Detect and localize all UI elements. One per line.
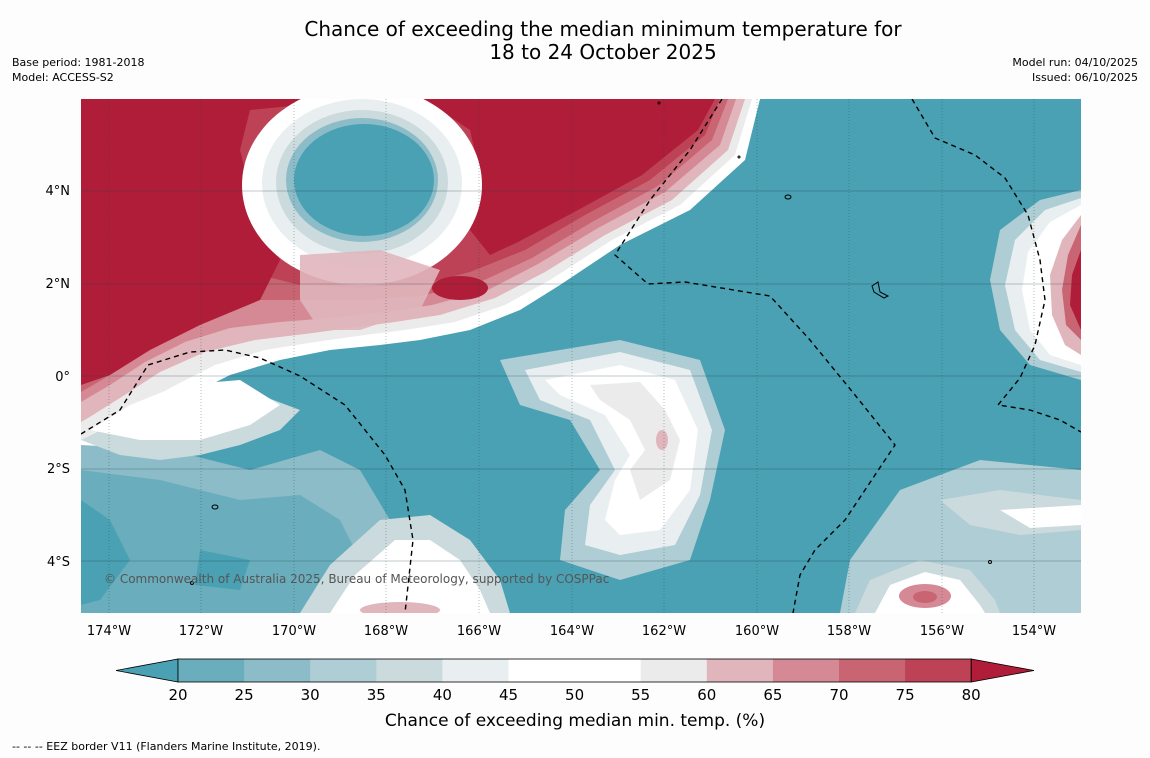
lon-label: 172°W <box>179 624 223 639</box>
eez-footnote: -- -- -- EEZ border V11 (Flanders Marine… <box>12 740 321 753</box>
islands <box>190 101 992 585</box>
lat-label: 2°N <box>46 277 71 292</box>
colorbar-tick-label: 80 <box>962 686 981 704</box>
colorbar-tick-label: 55 <box>631 686 650 704</box>
lon-label: 154°W <box>1012 624 1056 639</box>
model-run: Model run: 04/10/2025 <box>1012 56 1138 69</box>
lon-label: 174°W <box>87 624 131 639</box>
longitude-labels: 174°W 172°W 170°W 168°W 166°W 164°W 162°… <box>87 624 1056 639</box>
issued-date: Issued: 06/10/2025 <box>1031 71 1138 84</box>
colorbar-segment <box>706 659 774 682</box>
lon-label: 168°W <box>364 624 408 639</box>
title-line-2: 18 to 24 October 2025 <box>489 40 717 64</box>
colorbar-segment <box>905 659 972 682</box>
lon-label: 156°W <box>920 624 964 639</box>
lon-label: 166°W <box>457 624 501 639</box>
title-line-1: Chance of exceeding the median minimum t… <box>304 17 902 41</box>
colorbar-tick-label: 40 <box>433 686 452 704</box>
meta-right: Model run: 04/10/2025 Issued: 06/10/2025 <box>1012 55 1138 85</box>
colorbar-tick-label: 50 <box>565 686 584 704</box>
colorbar-segment <box>310 659 377 682</box>
lat-label: 4°S <box>47 555 70 570</box>
colorbar <box>115 658 1035 683</box>
eez-borders <box>81 99 1081 613</box>
colorbar-tick-label: 60 <box>697 686 716 704</box>
colorbar-segment <box>508 659 576 682</box>
colorbar-segment <box>178 659 245 682</box>
colorbar-segment <box>244 659 311 682</box>
copyright-text: © Commonwealth of Australia 2025, Bureau… <box>104 572 609 586</box>
colorbar-segment <box>640 659 708 682</box>
colorbar-tick-label: 30 <box>301 686 320 704</box>
neutral-south-plume <box>300 515 510 613</box>
cool-pocket-north <box>242 99 482 285</box>
lat-label: 2°S <box>47 462 70 477</box>
model-name: Model: ACCESS-S2 <box>12 71 114 84</box>
colorbar-tick-label: 35 <box>367 686 386 704</box>
colorbar-tick-label: 25 <box>235 686 254 704</box>
colorbar-ticks: 20 25 30 35 40 45 50 55 60 65 70 75 80 <box>168 686 980 704</box>
base-period: Base period: 1981-2018 <box>12 56 145 69</box>
colorbar-tick-label: 70 <box>829 686 848 704</box>
warm-anomaly-east <box>990 190 1081 380</box>
colorbar-tick-label: 65 <box>763 686 782 704</box>
colorbar-label: Chance of exceeding median min. temp. (%… <box>385 711 765 731</box>
meta-left: Base period: 1981-2018 Model: ACCESS-S2 <box>12 55 144 85</box>
lon-label: 158°W <box>827 624 871 639</box>
gridlines <box>81 99 1081 613</box>
neutral-southeast-region <box>840 460 1081 613</box>
colorbar-frame <box>177 658 972 683</box>
colorbar-segment <box>839 659 906 682</box>
lon-label: 164°W <box>550 624 594 639</box>
lat-label: 0° <box>55 370 70 385</box>
southwest-bands <box>81 380 400 613</box>
lon-label: 170°W <box>272 624 316 639</box>
colorbar-segment <box>376 659 443 682</box>
colorbar-extension-high <box>970 658 1035 683</box>
colorbar-extension-low <box>115 658 179 683</box>
map-title: Chance of exceeding the median minimum t… <box>0 18 1150 64</box>
colorbar-tick-label: 45 <box>499 686 518 704</box>
colorbar-segment <box>574 659 642 682</box>
lon-label: 162°W <box>642 624 686 639</box>
latitude-labels: 4°N 2°N 0° 2°S 4°S <box>46 184 71 570</box>
colorbar-tick-label: 75 <box>896 686 915 704</box>
map-area: © Commonwealth of Australia 2025, Bureau… <box>81 99 1081 613</box>
colorbar-segment <box>442 659 509 682</box>
lat-label: 4°N <box>46 184 71 199</box>
colorbar-segment <box>772 659 840 682</box>
colorbar-tick-label: 20 <box>168 686 187 704</box>
lon-label: 160°W <box>735 624 779 639</box>
